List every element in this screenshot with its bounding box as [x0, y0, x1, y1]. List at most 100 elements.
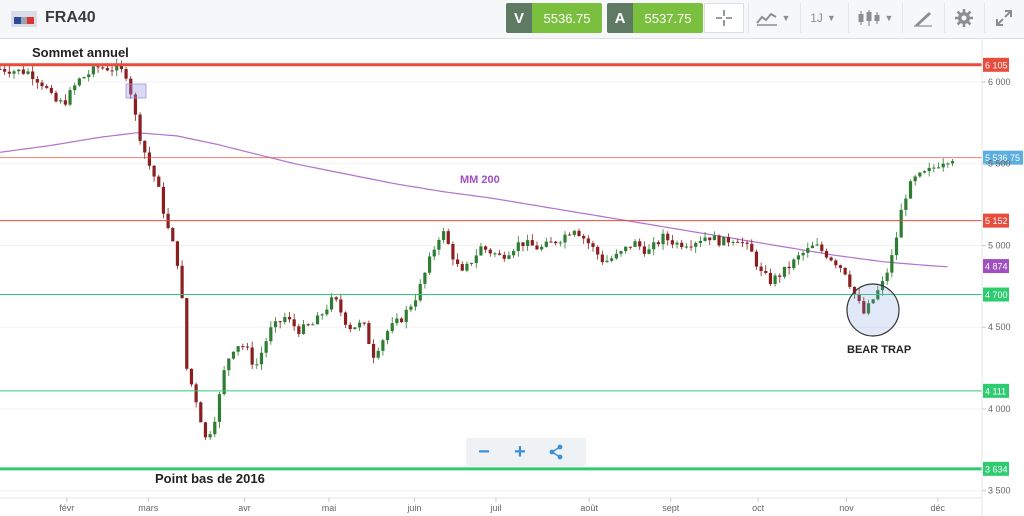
sommet-annuel-label: Sommet annuel	[32, 45, 129, 60]
share-button[interactable]	[538, 438, 574, 466]
candle-body	[413, 300, 418, 307]
candle-body	[871, 299, 875, 304]
settings-button[interactable]	[944, 3, 983, 33]
candle-body	[717, 235, 721, 246]
bear-trap-label: BEAR TRAP	[847, 344, 912, 356]
candle-body	[866, 303, 871, 314]
candle-body	[367, 323, 371, 344]
candle-body	[815, 244, 819, 246]
candle-body	[922, 171, 927, 173]
candle-body	[357, 322, 362, 328]
candle-body	[820, 244, 824, 251]
fullscreen-button[interactable]	[984, 3, 1023, 33]
candle-body	[918, 172, 922, 177]
candle-body	[591, 243, 595, 247]
candlestick-series	[0, 58, 955, 441]
candle-body	[26, 71, 30, 74]
candle-body	[764, 270, 768, 273]
y-axis: 6 000 5 500 5 000 4 500 4 000 3 500	[981, 38, 1011, 516]
drawing-tools-button[interactable]	[902, 3, 943, 33]
candle-body	[161, 186, 166, 214]
point-bas-label: Point bas de 2016	[155, 471, 265, 486]
candle-body	[217, 394, 222, 422]
crosshair-button[interactable]	[704, 3, 744, 33]
candle-body	[661, 233, 665, 245]
zoom-out-button[interactable]: −	[478, 440, 490, 463]
level-tag	[983, 57, 1009, 72]
candle-body	[287, 316, 292, 320]
timeframe-label: 1J	[810, 11, 823, 25]
candle-body	[801, 252, 805, 256]
candle-body	[189, 368, 194, 385]
highlight-box	[125, 83, 147, 99]
candle-body	[624, 246, 628, 252]
candle-body	[437, 239, 441, 250]
candle-body	[241, 346, 245, 348]
candle-body	[890, 255, 894, 273]
mm200-label: MM 200	[460, 174, 500, 186]
candle-body	[129, 78, 133, 95]
candle-body	[7, 71, 11, 74]
x-tick-label: févr	[59, 503, 74, 513]
x-tick-label: mai	[322, 503, 337, 513]
candle-body	[479, 246, 483, 256]
candle-body	[404, 309, 408, 323]
buy-button[interactable]: A 5537.75	[607, 3, 703, 33]
candle-body	[708, 237, 712, 241]
sell-button[interactable]: V 5536.75	[506, 3, 602, 33]
y-tick-label: 4 500	[988, 322, 1011, 332]
price-chart[interactable]: 6 105 5 536,75 5 152 4 874 4 700 4 111 3 634 6…	[0, 38, 1024, 516]
candle-body	[568, 234, 572, 236]
level-tag-label: 5 152	[985, 216, 1008, 226]
candle-body	[138, 114, 142, 141]
candle-body	[689, 246, 693, 248]
candle-body	[348, 324, 352, 330]
chart-type-icon	[755, 12, 777, 26]
buy-label: A	[607, 3, 633, 33]
candle-body	[530, 240, 534, 246]
candle-body	[203, 422, 208, 438]
candle-body	[21, 69, 25, 74]
candle-body	[484, 246, 488, 250]
settings-gear-icon	[955, 9, 973, 27]
candle-body	[512, 251, 516, 256]
candle-body	[152, 165, 156, 177]
candle-body	[628, 246, 632, 248]
share-icon	[549, 444, 563, 460]
candle-body	[834, 260, 838, 266]
candle-body	[610, 258, 614, 261]
candle-body	[470, 262, 474, 264]
candle-body	[213, 421, 217, 435]
candlestick-style-button[interactable]: ▼	[848, 3, 901, 33]
candle-body	[133, 94, 138, 115]
candle-body	[12, 71, 16, 74]
candle-body	[329, 297, 334, 310]
candle-body	[577, 230, 581, 236]
candle-body	[325, 309, 329, 315]
candle-body	[264, 341, 268, 353]
candle-body	[171, 228, 175, 242]
candle-body	[54, 92, 58, 102]
candle-body	[498, 253, 502, 255]
x-axis: févr mars avr mai juin juil août sept oct nov déc	[0, 497, 982, 513]
fullscreen-icon	[996, 10, 1012, 26]
candle-body	[950, 161, 955, 164]
drawing-tools-icon	[914, 12, 932, 27]
x-tick-label: août	[580, 503, 598, 513]
timeframe-button[interactable]: 1J ▼	[800, 3, 845, 33]
chart-type-button[interactable]: ▼	[748, 3, 797, 33]
candle-body	[843, 267, 847, 275]
candle-body	[941, 163, 945, 168]
zoom-in-button[interactable]: +	[514, 440, 526, 463]
candle-body	[315, 315, 320, 325]
candle-body	[932, 167, 936, 169]
candle-body	[283, 316, 287, 323]
candle-body	[782, 266, 787, 277]
candle-body	[250, 347, 254, 365]
candle-body	[143, 140, 147, 153]
candle-body	[754, 251, 759, 267]
candle-body	[362, 322, 366, 324]
level-tag	[983, 461, 1009, 476]
candle-body	[40, 82, 44, 87]
candle-body	[371, 343, 376, 358]
